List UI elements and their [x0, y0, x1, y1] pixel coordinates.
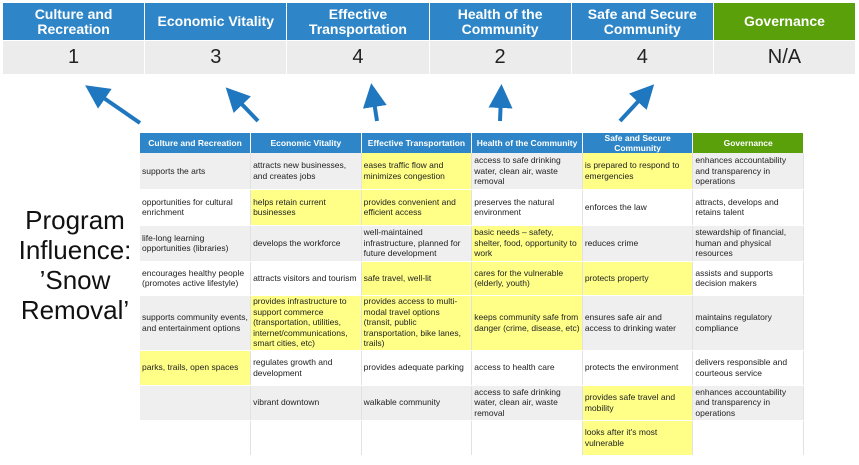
table-cell: provides convenient and efficient access [361, 189, 473, 226]
summary-score: 2 [429, 40, 572, 74]
summary-header: Health of the Community [429, 3, 572, 40]
table-cell: ensures safe air and access to drinking … [582, 295, 694, 351]
summary-score: 3 [145, 40, 288, 74]
summary-scores: Culture and Recreation Economic Vitality E… [3, 3, 857, 74]
table-row: life-long learning opportunities (librar… [140, 225, 804, 262]
table-cell [140, 385, 252, 421]
arrow-icon [362, 83, 387, 122]
table-header: Culture and Recreation [140, 133, 252, 153]
table-cell: helps retain current businesses [250, 189, 362, 226]
table-cell: provides infrastructure to support comme… [250, 295, 362, 351]
table-cell: maintains regulatory compliance [692, 295, 804, 351]
table-cell: opportunities for cultural enrichment [140, 189, 252, 226]
table-cell: regulates growth and development [250, 350, 362, 386]
arrow-icon [618, 84, 655, 123]
summary-header: Culture and Recreation [3, 3, 146, 40]
table-cell: cares for the vulnerable (elderly, youth… [471, 261, 583, 296]
summary-header: Effective Transportation [287, 3, 430, 40]
table-cell [692, 420, 804, 456]
table-cell: enforces the law [582, 189, 694, 226]
table-cell: parks, trails, open spaces [140, 350, 252, 386]
table-cell: enhances accountability and transparency… [692, 153, 804, 190]
table-cell: supports the arts [140, 153, 252, 190]
summary-score: 4 [571, 40, 714, 74]
table-row: parks, trails, open spaces regulates grow… [140, 350, 804, 386]
table-cell: supports community events, and entertain… [140, 295, 252, 351]
table-cell: basic needs – safety, shelter, food, opp… [471, 225, 583, 262]
table-header: Economic Vitality [250, 133, 362, 153]
table-header: Health of the Community [471, 133, 583, 153]
table-cell: access to safe drinking water, clean air… [471, 385, 583, 421]
program-influence-label: Program Influence: ’Snow Removal’ [18, 205, 132, 325]
table-cell: looks after it's most vulnerable [582, 420, 694, 456]
table-row: supports community events, and entertain… [140, 295, 804, 351]
table-row: looks after it's most vulnerable [140, 420, 804, 456]
table-cell: provides safe travel and mobility [582, 385, 694, 421]
table-cell: assists and supports decision makers [692, 261, 804, 296]
table-cell: delivers responsible and courteous servi… [692, 350, 804, 386]
table-cell: attracts new businesses, and creates job… [250, 153, 362, 190]
table-cell: eases traffic flow and minimizes congest… [361, 153, 473, 190]
table-cell: preserves the natural environment [471, 189, 583, 226]
table-cell [250, 420, 362, 456]
table-cell: access to safe drinking water, clean air… [471, 153, 583, 190]
summary-header: Safe and Secure Community [571, 3, 714, 40]
table-row: encourages healthy people (promotes acti… [140, 261, 804, 296]
table-cell: stewardship of financial, human and phys… [692, 225, 804, 262]
table-cell: develops the workforce [250, 225, 362, 262]
table-cell: walkable community [361, 385, 473, 421]
summary-score: N/A [713, 40, 857, 74]
summary-header: Economic Vitality [145, 3, 288, 40]
table-header: Effective Transportation [361, 133, 473, 153]
arrows [85, 83, 655, 125]
table-cell: access to health care [471, 350, 583, 386]
table-row: vibrant downtown walkable community access… [140, 385, 804, 421]
summary-header: Governance [713, 3, 857, 40]
table-cell [471, 420, 583, 456]
table-cell: life-long learning opportunities (librar… [140, 225, 252, 262]
table-header: Safe and Secure Community [582, 133, 694, 153]
table-cell: well-maintained infrastructure, planned … [361, 225, 473, 262]
arrow-icon [85, 85, 142, 125]
table-cell: provides access to multi-modal travel op… [361, 295, 473, 351]
table-header: Governance [692, 133, 804, 153]
table-row: supports the arts attracts new businesses… [140, 153, 804, 190]
table-cell: safe travel, well-lit [361, 261, 473, 296]
table-cell: encourages healthy people (promotes acti… [140, 261, 252, 296]
table-cell: keeps community safe from danger (crime,… [471, 295, 583, 351]
table-cell: is prepared to respond to emergencies [582, 153, 694, 190]
summary-score: 4 [287, 40, 430, 74]
table-cell: enhances accountability and transparency… [692, 385, 804, 421]
table-cell: attracts visitors and tourism [250, 261, 362, 296]
arrow-icon [225, 87, 260, 123]
table-cell: vibrant downtown [250, 385, 362, 421]
table-cell: protects property [582, 261, 694, 296]
table-cell: provides adequate parking [361, 350, 473, 386]
table-cell [361, 420, 473, 456]
table-cell [140, 420, 252, 456]
arrow-icon [488, 84, 513, 122]
influence-table: Culture and Recreation Economic Vitality E… [140, 133, 804, 456]
table-row: opportunities for cultural enrichment hel… [140, 189, 804, 226]
summary-score: 1 [3, 40, 146, 74]
table-cell: protects the environment [582, 350, 694, 386]
table-cell: reduces crime [582, 225, 694, 262]
table-cell: attracts, develops and retains talent [692, 189, 804, 226]
